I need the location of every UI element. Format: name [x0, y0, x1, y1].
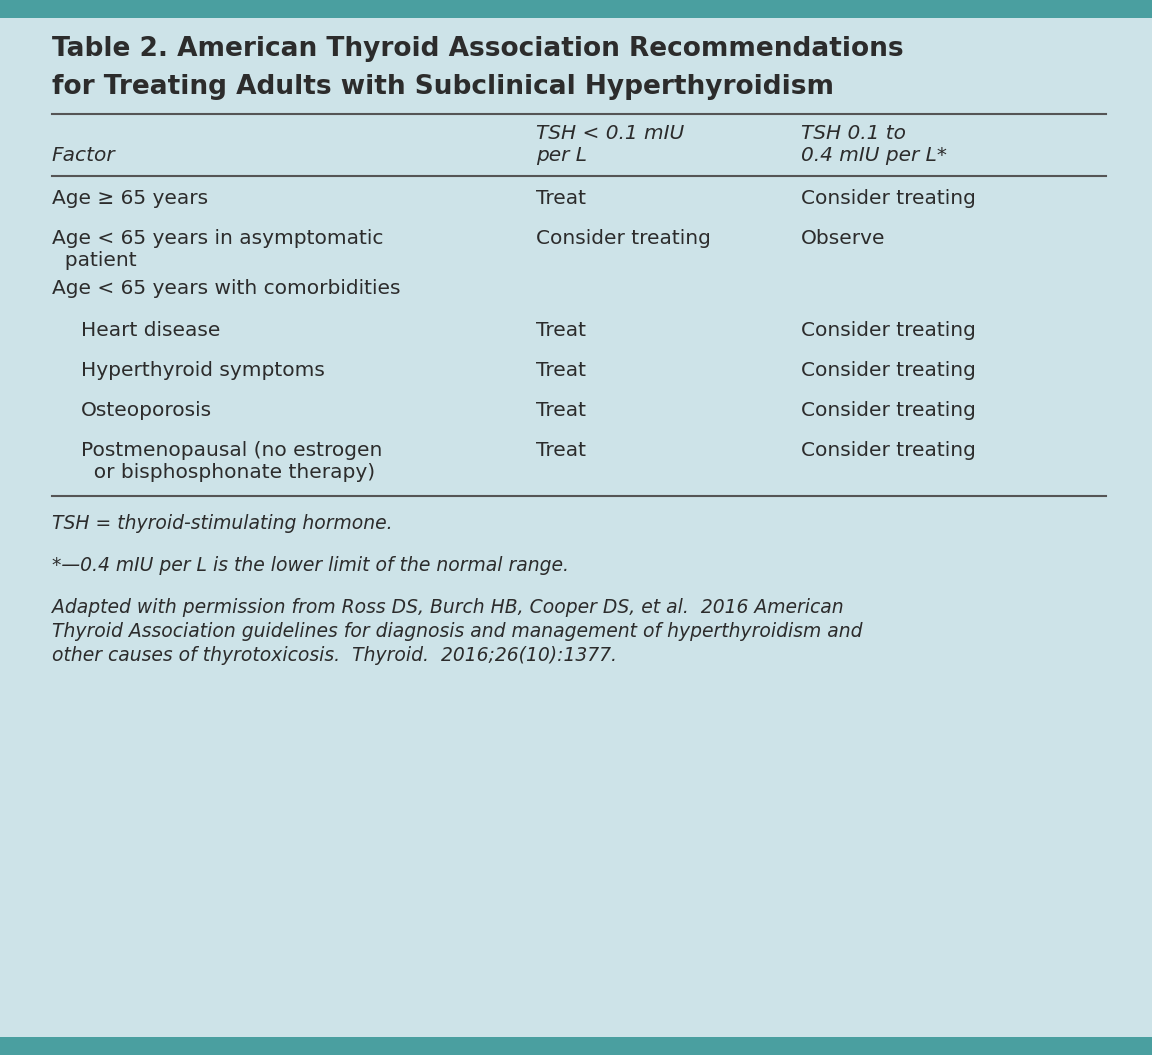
Text: Factor: Factor	[52, 146, 115, 165]
Text: Thyroid Association guidelines for diagnosis and management of hyperthyroidism a: Thyroid Association guidelines for diagn…	[52, 622, 863, 641]
Text: Treat: Treat	[536, 361, 585, 380]
Text: Observe: Observe	[801, 229, 885, 248]
Text: or bisphosphonate therapy): or bisphosphonate therapy)	[81, 463, 374, 482]
Text: TSH < 0.1 mIU: TSH < 0.1 mIU	[536, 124, 684, 143]
Text: Consider treating: Consider treating	[801, 189, 976, 208]
Text: Adapted with permission from Ross DS, Burch HB, Cooper DS, et al.  2016 American: Adapted with permission from Ross DS, Bu…	[52, 598, 843, 617]
Text: for Treating Adults with Subclinical Hyperthyroidism: for Treating Adults with Subclinical Hyp…	[52, 74, 834, 100]
Text: Hyperthyroid symptoms: Hyperthyroid symptoms	[81, 361, 325, 380]
Bar	[0, 1037, 1152, 1055]
Text: TSH 0.1 to: TSH 0.1 to	[801, 124, 905, 143]
Text: *—0.4 mIU per L is the lower limit of the normal range.: *—0.4 mIU per L is the lower limit of th…	[52, 556, 569, 575]
Text: per L: per L	[536, 146, 586, 165]
Text: Age < 65 years in asymptomatic: Age < 65 years in asymptomatic	[52, 229, 384, 248]
Text: Consider treating: Consider treating	[801, 441, 976, 460]
Text: Heart disease: Heart disease	[81, 321, 220, 340]
Text: Table 2. American Thyroid Association Recommendations: Table 2. American Thyroid Association Re…	[52, 36, 903, 62]
Text: Consider treating: Consider treating	[536, 229, 711, 248]
Bar	[0, 0, 1152, 18]
Text: Consider treating: Consider treating	[801, 321, 976, 340]
Text: Consider treating: Consider treating	[801, 361, 976, 380]
Text: Age ≥ 65 years: Age ≥ 65 years	[52, 189, 209, 208]
Text: Treat: Treat	[536, 321, 585, 340]
Text: patient: patient	[52, 251, 136, 270]
Text: Treat: Treat	[536, 441, 585, 460]
Text: Treat: Treat	[536, 401, 585, 420]
Text: Osteoporosis: Osteoporosis	[81, 401, 212, 420]
Text: Postmenopausal (no estrogen: Postmenopausal (no estrogen	[81, 441, 382, 460]
Text: Consider treating: Consider treating	[801, 401, 976, 420]
Text: Age < 65 years with comorbidities: Age < 65 years with comorbidities	[52, 279, 401, 298]
Text: TSH = thyroid-stimulating hormone.: TSH = thyroid-stimulating hormone.	[52, 514, 393, 533]
Text: Treat: Treat	[536, 189, 585, 208]
Text: 0.4 mIU per L*: 0.4 mIU per L*	[801, 146, 947, 165]
Text: other causes of thyrotoxicosis.  Thyroid.  2016;26(10):1377.: other causes of thyrotoxicosis. Thyroid.…	[52, 646, 616, 665]
